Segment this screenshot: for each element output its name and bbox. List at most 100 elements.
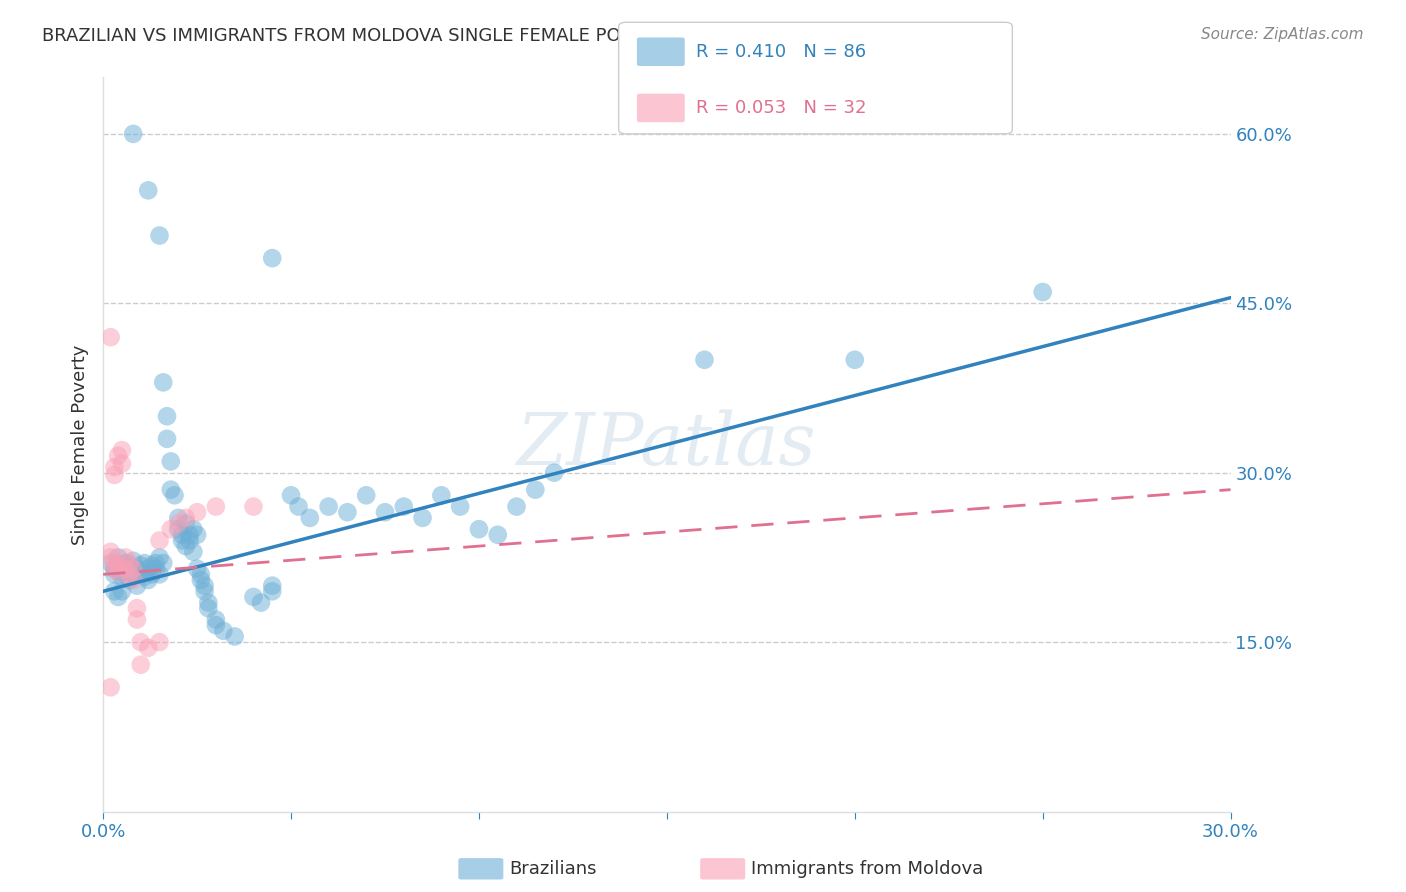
Point — [159, 454, 181, 468]
Point — [262, 579, 284, 593]
Point — [505, 500, 527, 514]
Point — [392, 500, 415, 514]
Point — [280, 488, 302, 502]
Point — [103, 556, 125, 570]
Point — [250, 596, 273, 610]
Point — [205, 613, 228, 627]
Point — [156, 409, 179, 424]
Point — [163, 488, 186, 502]
Point — [190, 573, 212, 587]
Point — [111, 457, 134, 471]
Point — [129, 635, 152, 649]
Point — [148, 550, 170, 565]
Point — [197, 601, 219, 615]
Point — [167, 522, 190, 536]
Point — [148, 533, 170, 548]
Point — [145, 556, 167, 570]
Point — [107, 565, 129, 579]
Point — [152, 556, 174, 570]
Point — [103, 567, 125, 582]
Text: Immigrants from Moldova: Immigrants from Moldova — [751, 860, 983, 878]
Point — [100, 545, 122, 559]
Point — [129, 565, 152, 579]
Point — [122, 554, 145, 568]
Point — [486, 528, 509, 542]
Point — [167, 511, 190, 525]
Point — [468, 522, 491, 536]
Point — [262, 251, 284, 265]
Point — [156, 432, 179, 446]
Point — [114, 562, 136, 576]
Point — [693, 352, 716, 367]
Point — [170, 533, 193, 548]
Point — [354, 488, 377, 502]
Point — [100, 681, 122, 695]
Point — [205, 500, 228, 514]
Point — [103, 562, 125, 576]
Point — [107, 558, 129, 573]
Point — [107, 449, 129, 463]
Point — [449, 500, 471, 514]
Point — [118, 556, 141, 570]
Point — [145, 562, 167, 576]
Point — [152, 376, 174, 390]
Point — [543, 466, 565, 480]
Point — [122, 573, 145, 587]
Text: R = 0.410   N = 86: R = 0.410 N = 86 — [696, 43, 866, 61]
Point — [103, 562, 125, 576]
Point — [136, 573, 159, 587]
Point — [103, 460, 125, 475]
Point — [136, 183, 159, 197]
Point — [224, 630, 246, 644]
Text: Brazilians: Brazilians — [509, 860, 596, 878]
Point — [1032, 285, 1054, 299]
Point — [262, 584, 284, 599]
Point — [125, 613, 148, 627]
Text: Source: ZipAtlas.com: Source: ZipAtlas.com — [1201, 27, 1364, 42]
Point — [170, 528, 193, 542]
Text: BRAZILIAN VS IMMIGRANTS FROM MOLDOVA SINGLE FEMALE POVERTY CORRELATION CHART: BRAZILIAN VS IMMIGRANTS FROM MOLDOVA SIN… — [42, 27, 877, 45]
Point — [118, 573, 141, 587]
Point — [430, 488, 453, 502]
Point — [100, 550, 122, 565]
Point — [167, 516, 190, 531]
Point — [174, 511, 197, 525]
Point — [114, 562, 136, 576]
Point — [118, 558, 141, 573]
Point — [844, 352, 866, 367]
Point — [186, 562, 208, 576]
Point — [183, 545, 205, 559]
Point — [318, 500, 340, 514]
Point — [242, 500, 264, 514]
Text: R = 0.053   N = 32: R = 0.053 N = 32 — [696, 99, 866, 117]
Point — [174, 516, 197, 531]
Point — [174, 539, 197, 553]
Point — [148, 635, 170, 649]
Point — [179, 533, 201, 548]
Point — [287, 500, 309, 514]
Y-axis label: Single Female Poverty: Single Female Poverty — [72, 344, 89, 545]
Point — [122, 562, 145, 576]
Point — [107, 550, 129, 565]
Point — [125, 601, 148, 615]
Point — [194, 584, 217, 599]
Point — [118, 567, 141, 582]
Point — [179, 528, 201, 542]
Point — [212, 624, 235, 638]
Text: ZIPatlas: ZIPatlas — [517, 409, 817, 480]
Point — [524, 483, 547, 497]
Point — [100, 556, 122, 570]
Point — [141, 567, 163, 582]
Point — [190, 567, 212, 582]
Point — [148, 228, 170, 243]
Point — [107, 558, 129, 573]
Point — [136, 640, 159, 655]
Point — [125, 562, 148, 576]
Point — [107, 590, 129, 604]
Point — [129, 657, 152, 672]
Point — [412, 511, 434, 525]
Point — [134, 556, 156, 570]
Point — [298, 511, 321, 525]
Point — [197, 596, 219, 610]
Point — [114, 556, 136, 570]
